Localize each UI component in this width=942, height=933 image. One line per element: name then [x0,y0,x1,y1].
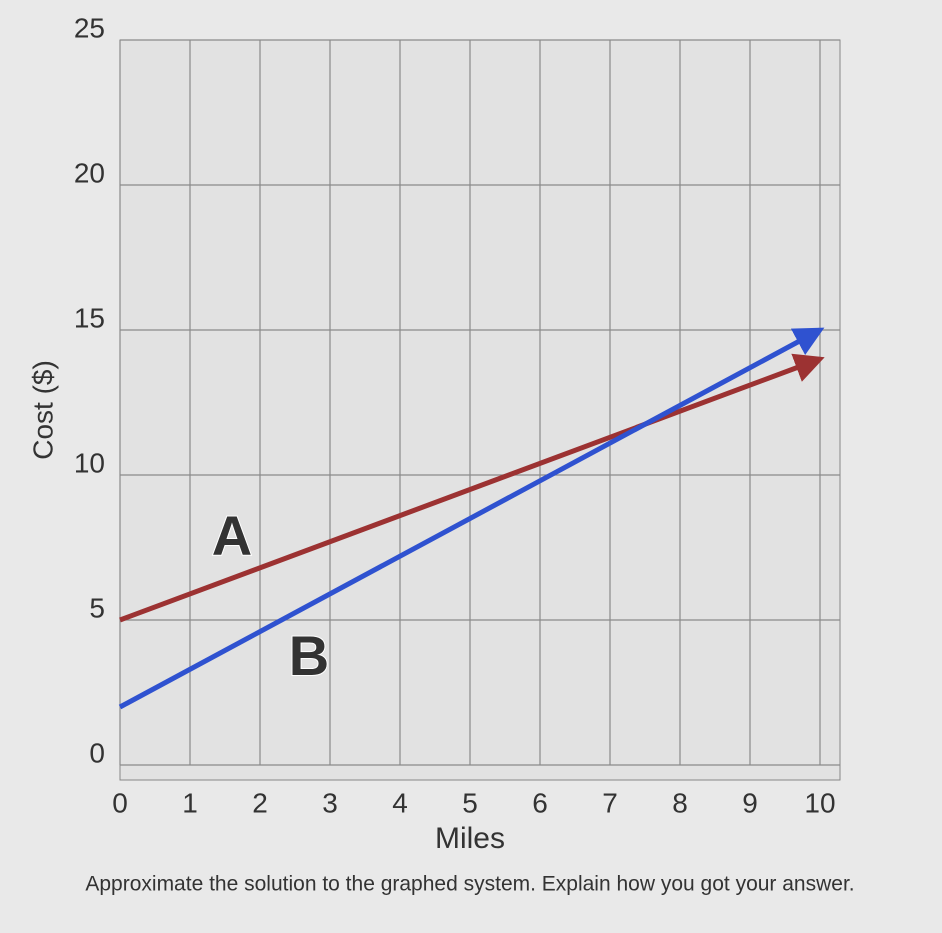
series-label: A [212,504,252,567]
x-tick-label: 6 [532,787,548,818]
x-tick-label: 7 [602,787,618,818]
x-tick-label: 2 [252,787,268,818]
x-tick-label: 5 [462,787,478,818]
plot-area [119,39,841,781]
x-tick-label: 1 [182,787,198,818]
series-label: B [289,624,329,687]
x-tick-label: 9 [742,787,758,818]
caption: Approximate the solution to the graphed … [85,873,854,896]
series-line [119,353,825,623]
y-tick-label: 0 [89,737,105,768]
y-tick-label: 15 [74,302,105,333]
x-tick-label: 3 [322,787,338,818]
y-tick-label: 10 [74,447,105,478]
y-tick-label: 25 [74,12,105,43]
x-tick-label: 4 [392,787,408,818]
series-line [118,327,825,710]
y-tick-label: 5 [89,592,105,623]
x-tick-label: 8 [672,787,688,818]
x-tick-label: 0 [112,787,128,818]
y-tick-label: 20 [74,157,105,188]
y-axis-label: Cost ($) [27,360,58,460]
x-axis-label: Miles [435,822,505,855]
x-tick-label: 10 [804,787,835,818]
